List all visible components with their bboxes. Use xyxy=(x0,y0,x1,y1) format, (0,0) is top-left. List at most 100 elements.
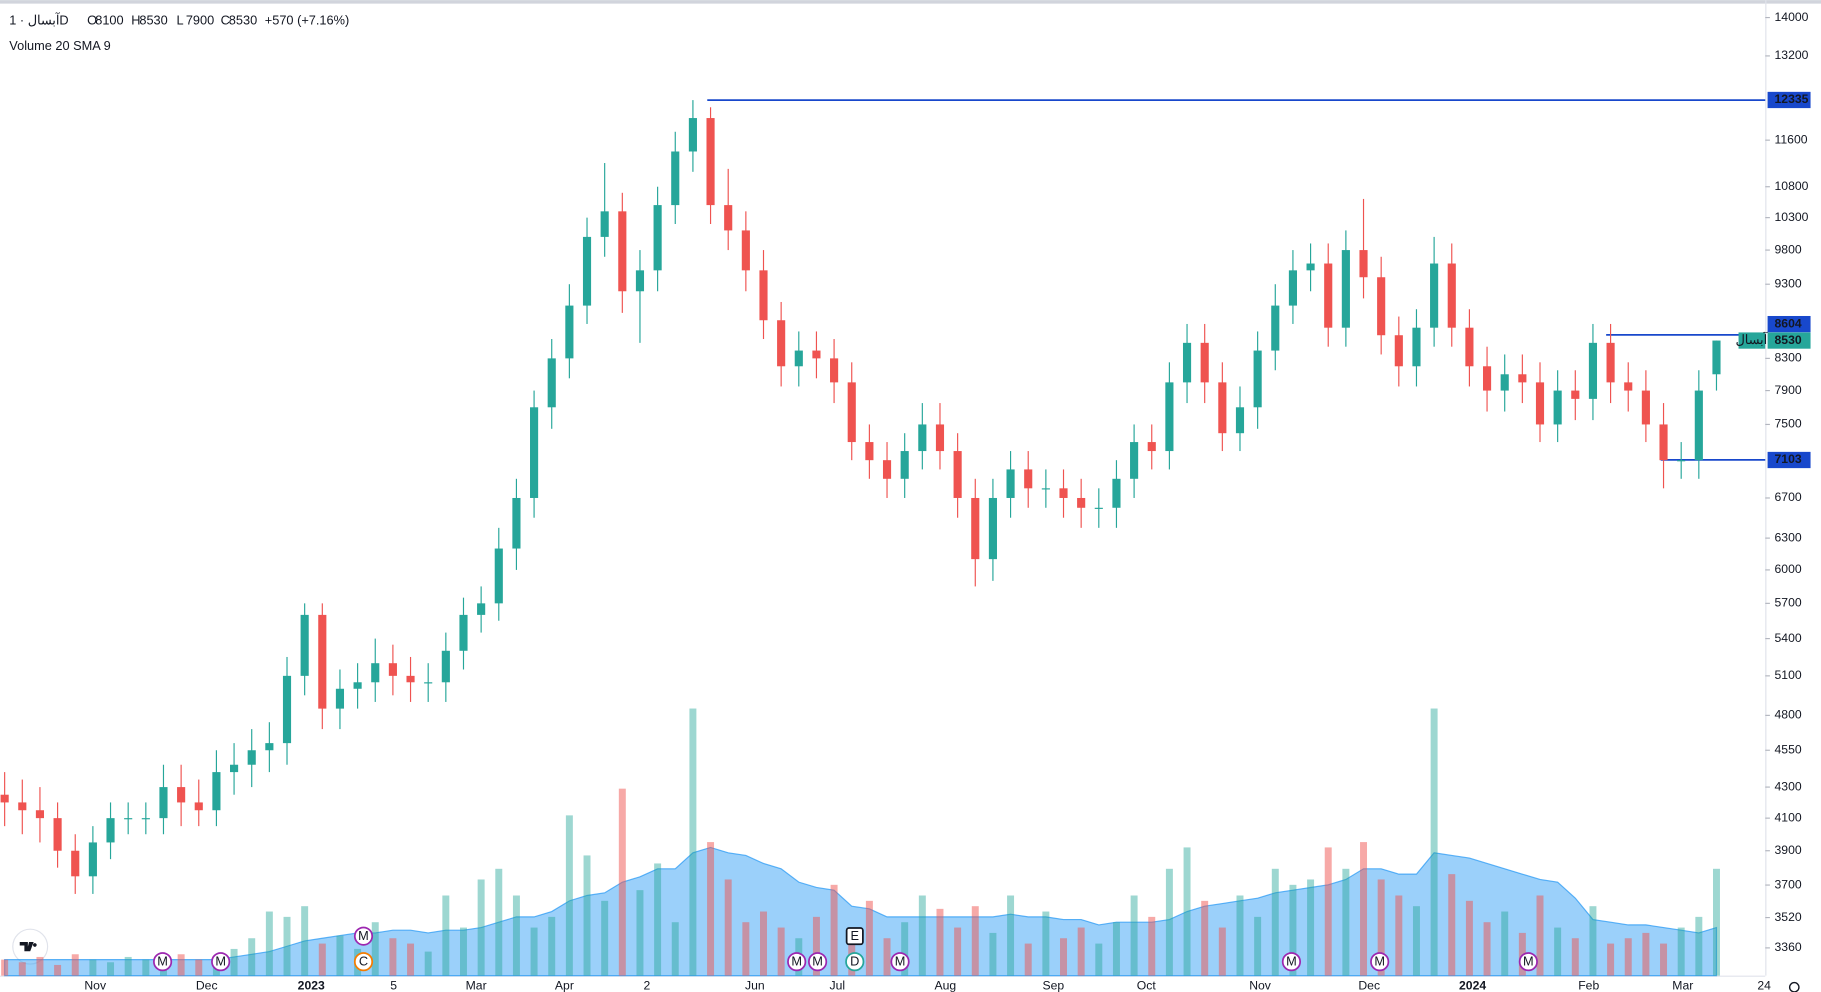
volume-bar xyxy=(936,908,944,976)
candle-body xyxy=(671,151,680,206)
symbol-title[interactable]: آبسال · 1D xyxy=(9,11,68,27)
candle-body xyxy=(459,614,468,651)
volume-bar xyxy=(248,938,256,976)
candle-body xyxy=(565,305,574,359)
candle-body xyxy=(741,230,750,271)
y-tick-label: 8300 xyxy=(1775,351,1802,365)
candle-body xyxy=(212,772,221,811)
candle-body xyxy=(935,424,945,452)
x-tick-label: Aug xyxy=(934,978,956,992)
volume-bar xyxy=(18,962,26,976)
volume-bar xyxy=(1448,874,1456,976)
y-tick-label: 3700 xyxy=(1775,877,1802,891)
event-marker[interactable]: M xyxy=(1370,952,1390,972)
event-marker[interactable]: E xyxy=(845,927,864,946)
candle-body xyxy=(794,350,803,367)
candle-body xyxy=(1235,407,1245,434)
event-marker[interactable]: M xyxy=(1518,952,1538,972)
volume-bar xyxy=(460,927,467,976)
volume-sma-area xyxy=(4,846,1718,977)
candle-body xyxy=(1659,424,1668,461)
candle-body xyxy=(1535,382,1545,425)
volume-bar xyxy=(407,943,415,976)
candle-body xyxy=(1341,250,1350,328)
x-tick-label: 2024 xyxy=(1459,978,1486,992)
y-tick-label: 13200 xyxy=(1775,48,1809,62)
candle-body xyxy=(53,818,62,851)
candle-body xyxy=(1465,327,1474,367)
volume-bar xyxy=(742,922,750,976)
candle-body xyxy=(1041,488,1050,490)
volume-bar xyxy=(848,927,856,976)
candle-body xyxy=(1200,342,1209,383)
volume-bar xyxy=(636,890,644,976)
volume-bar xyxy=(1660,943,1668,976)
candle-body xyxy=(653,205,662,271)
last-price-label: 8530 xyxy=(1775,333,1802,347)
volume-bar xyxy=(512,895,520,976)
event-badge xyxy=(845,952,865,972)
volume-bar xyxy=(865,900,873,976)
candle-body xyxy=(177,787,186,803)
event-marker[interactable]: D xyxy=(845,952,865,972)
y-tick-label: 3360 xyxy=(1775,940,1802,954)
symbol-tag-box xyxy=(1738,332,1766,349)
event-marker[interactable]: C xyxy=(353,952,374,972)
candle-body xyxy=(1182,342,1192,383)
candle-body xyxy=(18,802,27,811)
candle-body xyxy=(371,663,380,683)
candle-body xyxy=(1077,497,1086,508)
candle-body xyxy=(141,818,150,820)
event-label: M xyxy=(1523,954,1534,969)
event-marker[interactable]: M xyxy=(353,926,374,946)
volume-bar xyxy=(495,868,503,976)
event-marker[interactable]: M xyxy=(787,952,807,972)
volume-bar xyxy=(318,943,326,976)
volume-bar xyxy=(1112,922,1120,976)
candle-body xyxy=(1624,382,1633,391)
candle-body xyxy=(318,614,327,709)
logo[interactable] xyxy=(12,928,49,965)
candle-body xyxy=(1218,382,1227,434)
candle-body xyxy=(1253,350,1262,408)
candle-body xyxy=(724,205,733,231)
candle-body xyxy=(1694,390,1703,461)
y-tick-label: 9300 xyxy=(1775,276,1802,290)
event-marker[interactable]: M xyxy=(808,952,828,972)
candle-body xyxy=(1024,469,1033,489)
volume-bar xyxy=(883,938,891,976)
volume-bar xyxy=(1271,868,1279,976)
price-label: 8604 xyxy=(1775,316,1802,330)
volume-bar xyxy=(830,884,838,976)
y-tick-label: 3900 xyxy=(1775,843,1802,857)
event-marker[interactable]: M xyxy=(153,952,173,972)
candle-body xyxy=(194,802,203,811)
event-label: M xyxy=(358,928,369,943)
y-tick-label: 14000 xyxy=(1775,10,1809,24)
event-label: M xyxy=(895,954,906,969)
candle-body xyxy=(971,497,980,560)
candle-body xyxy=(1641,390,1650,425)
volume-bar xyxy=(530,927,538,976)
x-tick-label: 2 xyxy=(643,978,650,992)
candle-body xyxy=(477,603,486,615)
volume-bar xyxy=(424,951,432,976)
event-badge xyxy=(353,926,374,946)
volume-bar xyxy=(1554,927,1562,976)
indicator-title[interactable]: Volume 20 SMA 9 xyxy=(9,38,110,53)
price-label-box xyxy=(1767,91,1811,109)
volume-bar xyxy=(1165,868,1173,976)
volume-bar xyxy=(371,922,379,976)
event-marker[interactable]: M xyxy=(890,952,910,972)
event-marker[interactable]: M xyxy=(1281,952,1302,972)
y-tick-label: 5400 xyxy=(1775,631,1802,645)
volume-bar xyxy=(89,959,97,976)
candle-body xyxy=(1147,442,1156,452)
y-tick-label: 5100 xyxy=(1775,668,1802,682)
volume-bar xyxy=(777,927,785,976)
ohlc-label: L xyxy=(177,12,184,27)
y-tick-label: 9800 xyxy=(1775,242,1802,256)
event-marker[interactable]: M xyxy=(211,952,231,972)
x-tick-label: Jun xyxy=(745,978,765,992)
